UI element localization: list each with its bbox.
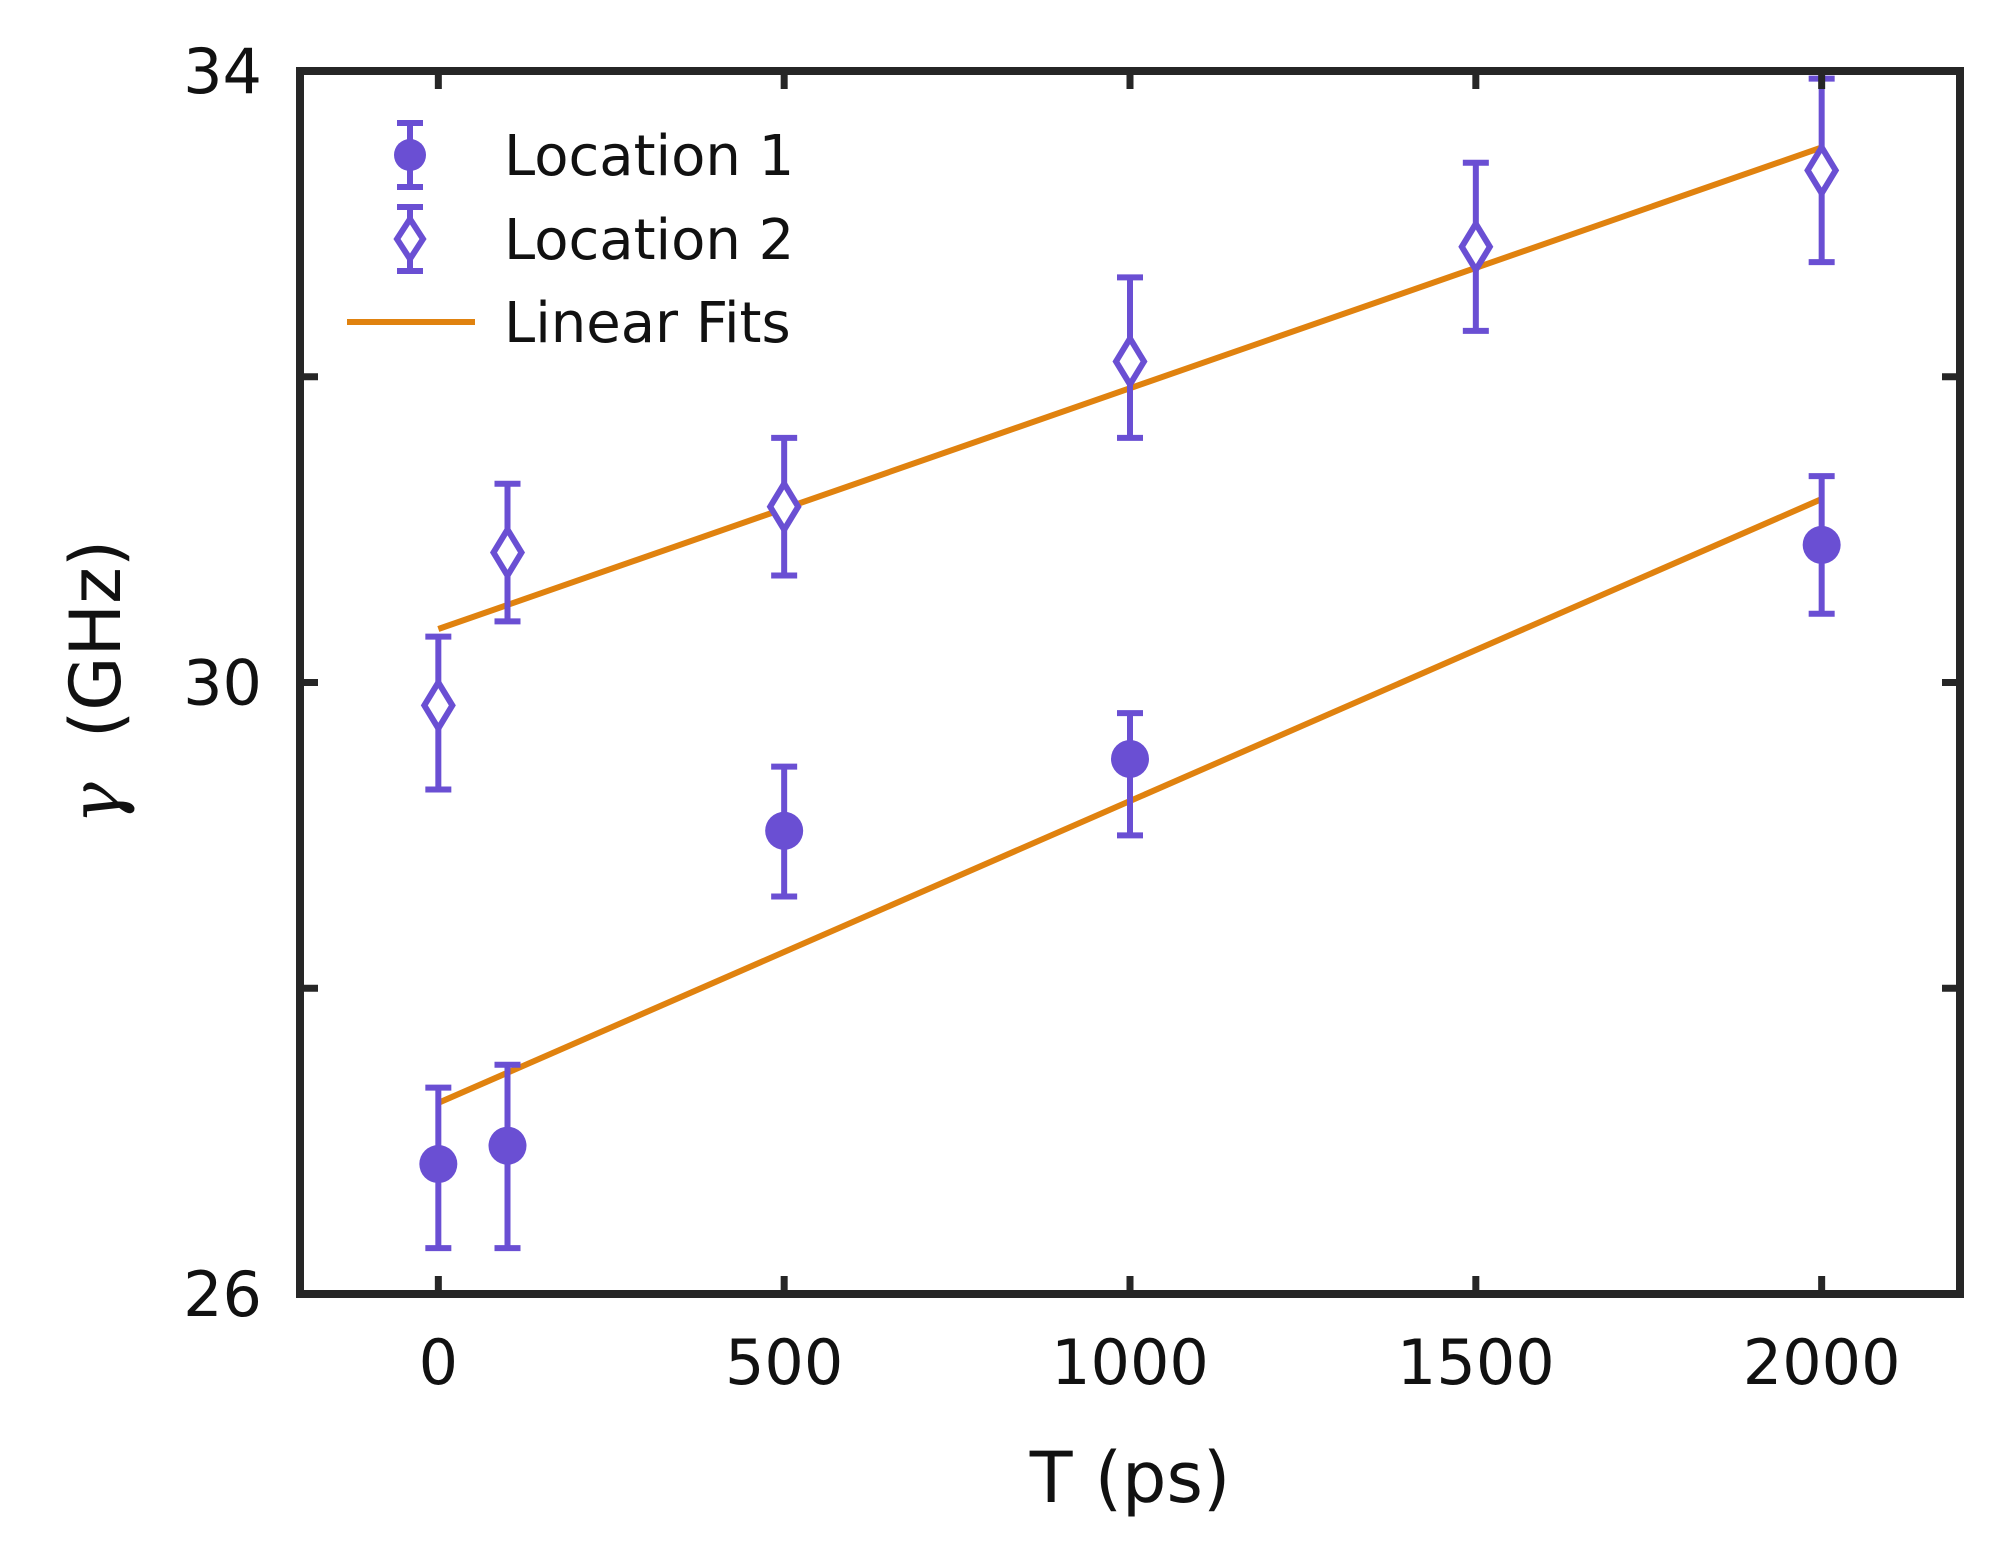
y-axis-title: γ (GHz) — [55, 540, 137, 824]
y-tick-label: 34 — [183, 35, 262, 108]
legend-label-location-2: Location 2 — [504, 208, 794, 273]
legend-swatch-location-1 — [394, 120, 426, 190]
tick-labels: 0 500 1000 1500 2000 26 30 34 — [183, 35, 1900, 1399]
y-axis-unit: (GHz) — [55, 540, 137, 738]
x-tick-label: 0 — [419, 1326, 458, 1399]
svg-text:γ (GHz): γ (GHz) — [55, 540, 137, 824]
marker-location-1 — [1111, 739, 1149, 778]
x-tick-label: 2000 — [1743, 1326, 1901, 1399]
marker-location-1 — [419, 1145, 458, 1184]
marker-location-2 — [766, 477, 802, 536]
y-tick-label: 26 — [183, 1258, 262, 1331]
marker-location-1 — [765, 811, 804, 850]
data-markers — [419, 141, 1841, 1184]
y-tick-label: 30 — [183, 647, 262, 720]
x-tick-label: 500 — [725, 1326, 843, 1399]
legend-label-location-1: Location 1 — [504, 124, 794, 189]
legend-label-linear-fits: Linear Fits — [504, 291, 791, 356]
x-axis-title: T (ps) — [1029, 1437, 1231, 1519]
marker-location-1 — [488, 1126, 527, 1165]
axis-ticks — [300, 67, 1960, 1298]
marker-location-2 — [420, 676, 456, 735]
legend: Location 1 Location 2 Linear Fits — [347, 120, 794, 356]
x-tick-label: 1500 — [1397, 1326, 1555, 1399]
marker-location-2 — [1804, 141, 1840, 200]
y-axis-symbol: γ — [55, 782, 137, 824]
marker-location-1 — [1802, 525, 1841, 564]
marker-location-2 — [1112, 332, 1148, 391]
legend-swatch-location-2 — [393, 204, 427, 274]
x-tick-label: 1000 — [1051, 1326, 1209, 1399]
marker-location-2 — [489, 523, 526, 582]
marker-location-2 — [1458, 218, 1494, 276]
